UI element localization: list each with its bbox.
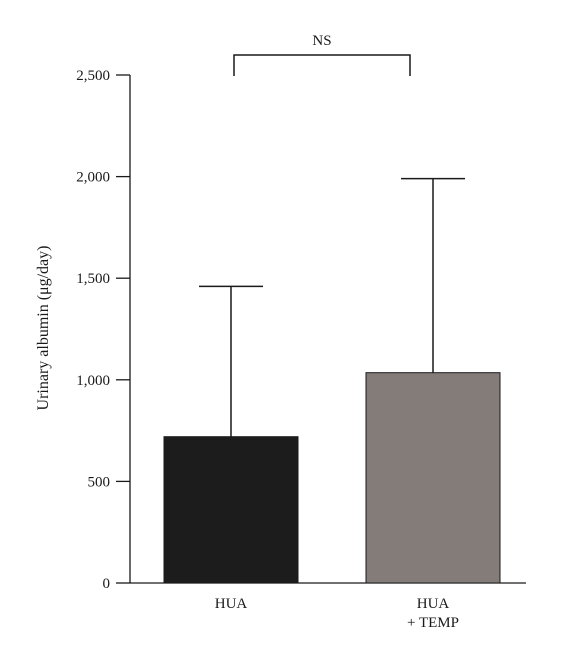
y-tick-label: 500 [88,474,111,490]
chart-bars: HUA HUA + TEMP [163,372,501,631]
significance-label: NS [312,33,331,49]
x-category-label: HUA + TEMP [407,596,459,631]
bar [163,436,299,584]
significance-bracket [233,54,411,76]
y-tick-label: 2,000 [76,170,110,186]
significance-annotation: NS [233,33,411,76]
y-axis-label: Urinary albumin (μg/day) [35,246,52,411]
x-category-label: HUA [215,596,248,612]
chart-error-bars [199,177,465,437]
y-tick-label: 0 [103,576,111,592]
y-tick-label: 1,500 [76,271,110,287]
y-tick-label: 1,000 [76,373,110,389]
y-tick-label: 2,500 [76,68,110,84]
bar [365,372,501,584]
